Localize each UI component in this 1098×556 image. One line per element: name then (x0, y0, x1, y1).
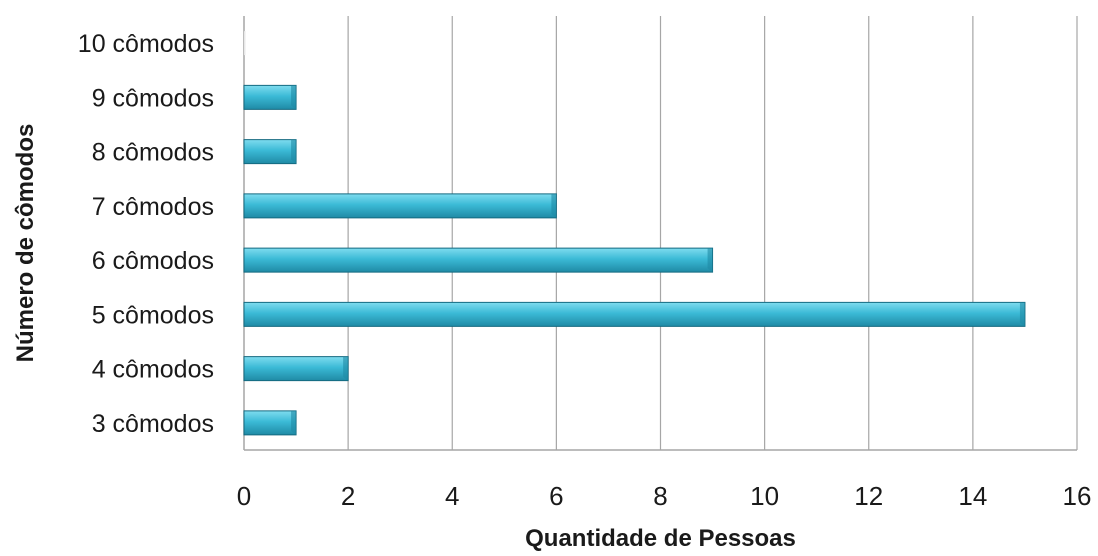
y-tick-label: 3 cômodos (92, 410, 214, 438)
bar-end-cap (291, 410, 297, 435)
grid-lines (347, 16, 1078, 450)
bar (243, 247, 714, 273)
bar-end-cap (551, 193, 557, 218)
bar (243, 410, 297, 436)
bar (243, 84, 297, 110)
x-tick-label: 6 (549, 481, 563, 511)
bar (243, 301, 1026, 327)
x-tick-label: 16 (1063, 481, 1092, 511)
y-tick-label: 9 cômodos (92, 84, 214, 112)
bar-end-cap (291, 139, 297, 164)
x-tick-label: 10 (750, 481, 779, 511)
y-tick-label: 4 cômodos (92, 356, 214, 384)
x-tick-label: 0 (237, 481, 251, 511)
bar (243, 139, 297, 165)
bar-end-cap (343, 356, 349, 381)
y-tick-label: 8 cômodos (92, 139, 214, 167)
bar-end-cap (291, 85, 297, 110)
x-tick-label: 12 (854, 481, 883, 511)
x-axis-title: Quantidade de Pessoas (525, 525, 796, 552)
y-tick-label: 7 cômodos (92, 193, 214, 221)
y-axis-title: Número de cômodos (12, 124, 39, 363)
bar (244, 31, 246, 56)
x-tick-labels: 0 2 4 6 8 10 12 14 16 (237, 481, 1092, 511)
bar-end-cap (1019, 302, 1025, 327)
bar-end-cap (707, 248, 713, 273)
y-tick-label: 10 cômodos (78, 30, 214, 58)
bars (243, 31, 1026, 436)
x-tick-label: 2 (341, 481, 355, 511)
x-tick-label: 14 (958, 481, 987, 511)
bar (243, 356, 349, 382)
y-tick-label: 5 cômodos (92, 301, 214, 329)
y-tick-label: 6 cômodos (92, 247, 214, 275)
x-tick-label: 8 (653, 481, 667, 511)
y-tick-labels: 3 cômodos 4 cômodos 5 cômodos 6 cômodos 7 cô… (78, 30, 214, 438)
x-tick-label: 4 (445, 481, 459, 511)
bar (243, 193, 557, 219)
